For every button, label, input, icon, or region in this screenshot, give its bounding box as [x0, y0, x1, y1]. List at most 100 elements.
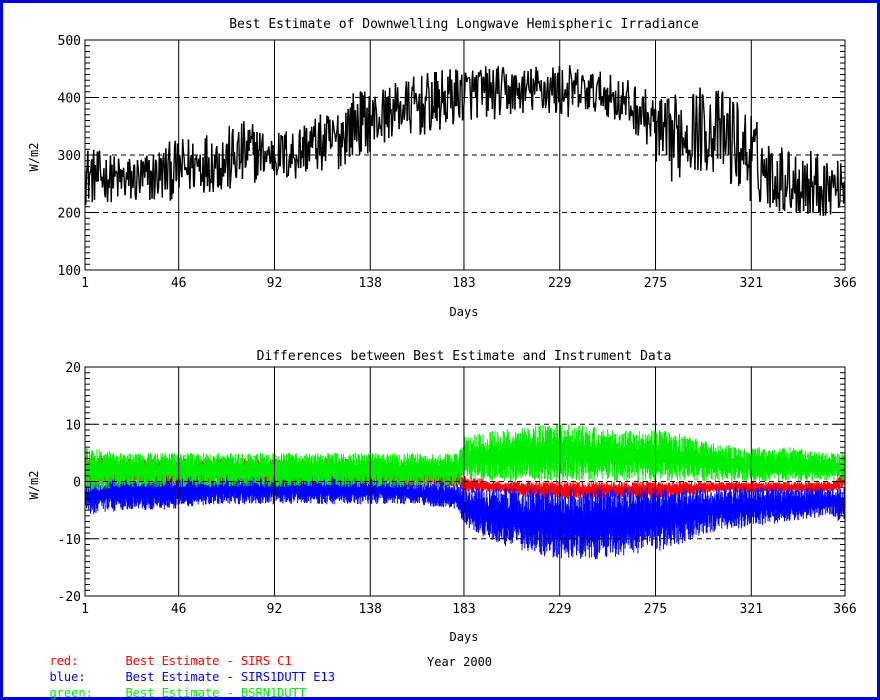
top-trace-segment [515, 75, 518, 79]
top-trace-segment [230, 133, 233, 168]
top-trace-segment [196, 165, 199, 168]
top-x-tick-label: 183 [452, 276, 475, 291]
top-trace-segment [554, 73, 557, 113]
top-trace-segment [375, 105, 378, 112]
top-trace-segment [715, 91, 718, 96]
top-trace-segment [415, 92, 418, 99]
top-trace-segment [708, 130, 711, 157]
bottom-title: Differences between Best Estimate and In… [257, 349, 672, 364]
top-trace-segment [94, 165, 97, 179]
top-trace-segment [838, 200, 841, 207]
top-trace-segment [522, 78, 525, 113]
top-trace-segment [176, 143, 179, 179]
top-trace-segment [565, 92, 568, 98]
top-trace-segment [159, 158, 162, 181]
top-trace-segment [228, 126, 231, 189]
top-trace-segment [151, 172, 154, 199]
top-trace-segment [499, 91, 502, 109]
top-trace-segment [236, 140, 239, 143]
top-trace-segment [461, 111, 464, 121]
top-trace-segment [400, 122, 403, 125]
top-trace-segment [111, 164, 114, 189]
top-trace-segment [140, 159, 143, 163]
top-trace-segment [97, 152, 100, 182]
top-trace-segment [331, 120, 334, 147]
top-trace-segment [98, 150, 102, 169]
top-trace-segment [103, 168, 106, 194]
bottom-x-axis-label: Days [450, 630, 479, 644]
top-trace-segment [469, 78, 472, 101]
top-y-tick-label: 500 [58, 34, 81, 49]
top-axes [84, 39, 846, 271]
top-trace-segment [257, 150, 260, 176]
top-trace-segment [498, 108, 502, 115]
top-trace-segment [332, 124, 335, 133]
top-trace-segment [492, 70, 495, 88]
top-trace-segment [142, 161, 145, 169]
top-trace-segment [176, 143, 179, 146]
top-trace-segment [789, 193, 792, 206]
top-trace-segment [614, 90, 617, 115]
top-trace-segment [243, 138, 247, 168]
top-trace-segment [785, 190, 788, 197]
top-trace-segment [567, 97, 570, 117]
top-trace-segment [161, 159, 164, 198]
top-trace-segment [732, 103, 736, 141]
top-trace-segment [692, 94, 695, 143]
top-trace-segment [374, 96, 377, 107]
top-trace-segment [259, 148, 263, 171]
top-trace-segment [541, 97, 544, 109]
top-trace-segment [291, 133, 295, 158]
top-trace-segment [731, 101, 734, 140]
top-trace-segment [501, 68, 504, 78]
top-trace-segment [590, 74, 593, 89]
top-trace-segment [203, 186, 206, 193]
top-trace-segment [509, 88, 513, 114]
top-trace-segment [480, 69, 483, 78]
top-trace-segment [135, 184, 138, 200]
bottom-data-layer [85, 424, 845, 560]
top-trace-segment [115, 170, 117, 173]
top-trace-segment [503, 74, 506, 86]
top-trace-segment [472, 88, 475, 93]
top-trace-segment [155, 162, 158, 183]
top-title: Best Estimate of Downwelling Longwave He… [229, 17, 699, 32]
top-trace-segment [842, 181, 845, 204]
top-trace-segment [584, 91, 588, 110]
top-trace-segment [792, 170, 795, 187]
top-trace-segment [429, 123, 432, 131]
top-trace-segment [410, 98, 413, 134]
top-trace-segment [719, 125, 722, 159]
top-x-tick-label: 366 [833, 276, 856, 291]
top-trace-segment [831, 170, 834, 181]
top-trace-segment [765, 158, 768, 186]
top-trace-segment [302, 125, 306, 167]
top-trace-segment [833, 174, 836, 177]
top-trace-segment [306, 147, 309, 169]
top-trace-segment [206, 169, 209, 187]
top-trace-segment [184, 167, 187, 171]
top-trace-segment [807, 178, 811, 191]
top-trace-segment [293, 157, 296, 161]
top-trace-segment [404, 90, 407, 113]
top-trace-segment [690, 156, 693, 159]
top-trace-segment [561, 70, 564, 100]
top-trace-segment [638, 106, 641, 128]
top-trace-segment [472, 70, 475, 93]
top-trace-segment [540, 80, 543, 98]
top-trace-segment [733, 140, 736, 157]
top-trace-segment [837, 160, 840, 208]
top-trace-segment [269, 161, 272, 164]
top-trace-segment [680, 110, 683, 133]
top-trace-segment [763, 159, 766, 178]
top-trace-segment [611, 93, 614, 97]
top-trace-segment [416, 109, 419, 112]
top-trace-segment [311, 138, 314, 149]
top-trace-segment [388, 87, 392, 114]
top-trace-segment [238, 132, 241, 170]
top-trace-segment [730, 182, 733, 185]
top-trace-segment [160, 157, 163, 162]
top-trace-segment [628, 116, 631, 121]
top-trace-segment [369, 114, 373, 126]
top-trace-segment [533, 81, 537, 95]
